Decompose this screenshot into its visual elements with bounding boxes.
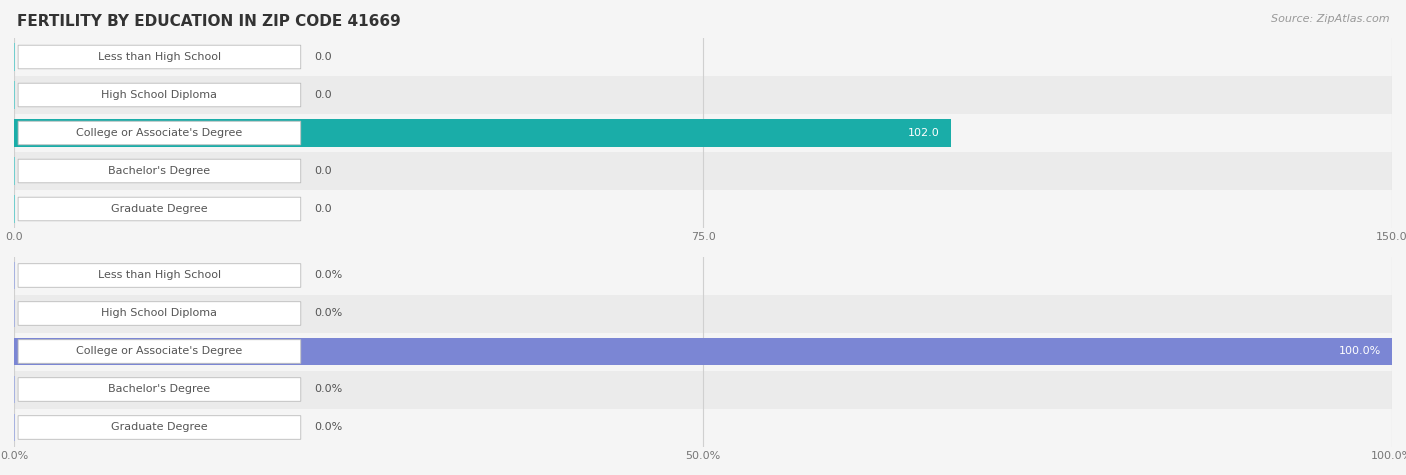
FancyBboxPatch shape bbox=[18, 416, 301, 439]
Text: 0.0%: 0.0% bbox=[315, 384, 343, 395]
Text: 0.0: 0.0 bbox=[315, 204, 332, 214]
Text: Less than High School: Less than High School bbox=[98, 270, 221, 281]
FancyBboxPatch shape bbox=[18, 264, 301, 287]
FancyBboxPatch shape bbox=[18, 83, 301, 107]
Text: Graduate Degree: Graduate Degree bbox=[111, 204, 208, 214]
Bar bbox=[14, 119, 950, 147]
Bar bbox=[14, 190, 1392, 228]
Text: Source: ZipAtlas.com: Source: ZipAtlas.com bbox=[1271, 14, 1389, 24]
Text: 0.0%: 0.0% bbox=[315, 308, 343, 319]
Bar bbox=[14, 256, 1392, 294]
Text: 0.0: 0.0 bbox=[315, 166, 332, 176]
Text: High School Diploma: High School Diploma bbox=[101, 308, 218, 319]
Text: 0.0: 0.0 bbox=[315, 90, 332, 100]
Bar bbox=[14, 338, 1392, 365]
Text: 102.0: 102.0 bbox=[908, 128, 941, 138]
Text: College or Associate's Degree: College or Associate's Degree bbox=[76, 128, 243, 138]
FancyBboxPatch shape bbox=[18, 302, 301, 325]
FancyBboxPatch shape bbox=[18, 378, 301, 401]
Text: Bachelor's Degree: Bachelor's Degree bbox=[108, 166, 211, 176]
FancyBboxPatch shape bbox=[18, 340, 301, 363]
FancyBboxPatch shape bbox=[18, 197, 301, 221]
Bar bbox=[14, 332, 1392, 371]
Text: 100.0%: 100.0% bbox=[1339, 346, 1381, 357]
Text: Graduate Degree: Graduate Degree bbox=[111, 422, 208, 433]
FancyBboxPatch shape bbox=[18, 121, 301, 145]
Text: College or Associate's Degree: College or Associate's Degree bbox=[76, 346, 243, 357]
Bar bbox=[14, 152, 1392, 190]
Text: FERTILITY BY EDUCATION IN ZIP CODE 41669: FERTILITY BY EDUCATION IN ZIP CODE 41669 bbox=[17, 14, 401, 29]
Text: 0.0: 0.0 bbox=[315, 52, 332, 62]
Bar bbox=[14, 370, 1392, 408]
Bar bbox=[14, 294, 1392, 332]
Text: 0.0%: 0.0% bbox=[315, 270, 343, 281]
Text: High School Diploma: High School Diploma bbox=[101, 90, 218, 100]
Bar bbox=[14, 408, 1392, 446]
FancyBboxPatch shape bbox=[18, 159, 301, 183]
Text: 0.0%: 0.0% bbox=[315, 422, 343, 433]
Bar bbox=[14, 114, 1392, 152]
Bar bbox=[14, 38, 1392, 76]
FancyBboxPatch shape bbox=[18, 45, 301, 69]
Text: Bachelor's Degree: Bachelor's Degree bbox=[108, 384, 211, 395]
Bar bbox=[14, 76, 1392, 114]
Text: Less than High School: Less than High School bbox=[98, 52, 221, 62]
